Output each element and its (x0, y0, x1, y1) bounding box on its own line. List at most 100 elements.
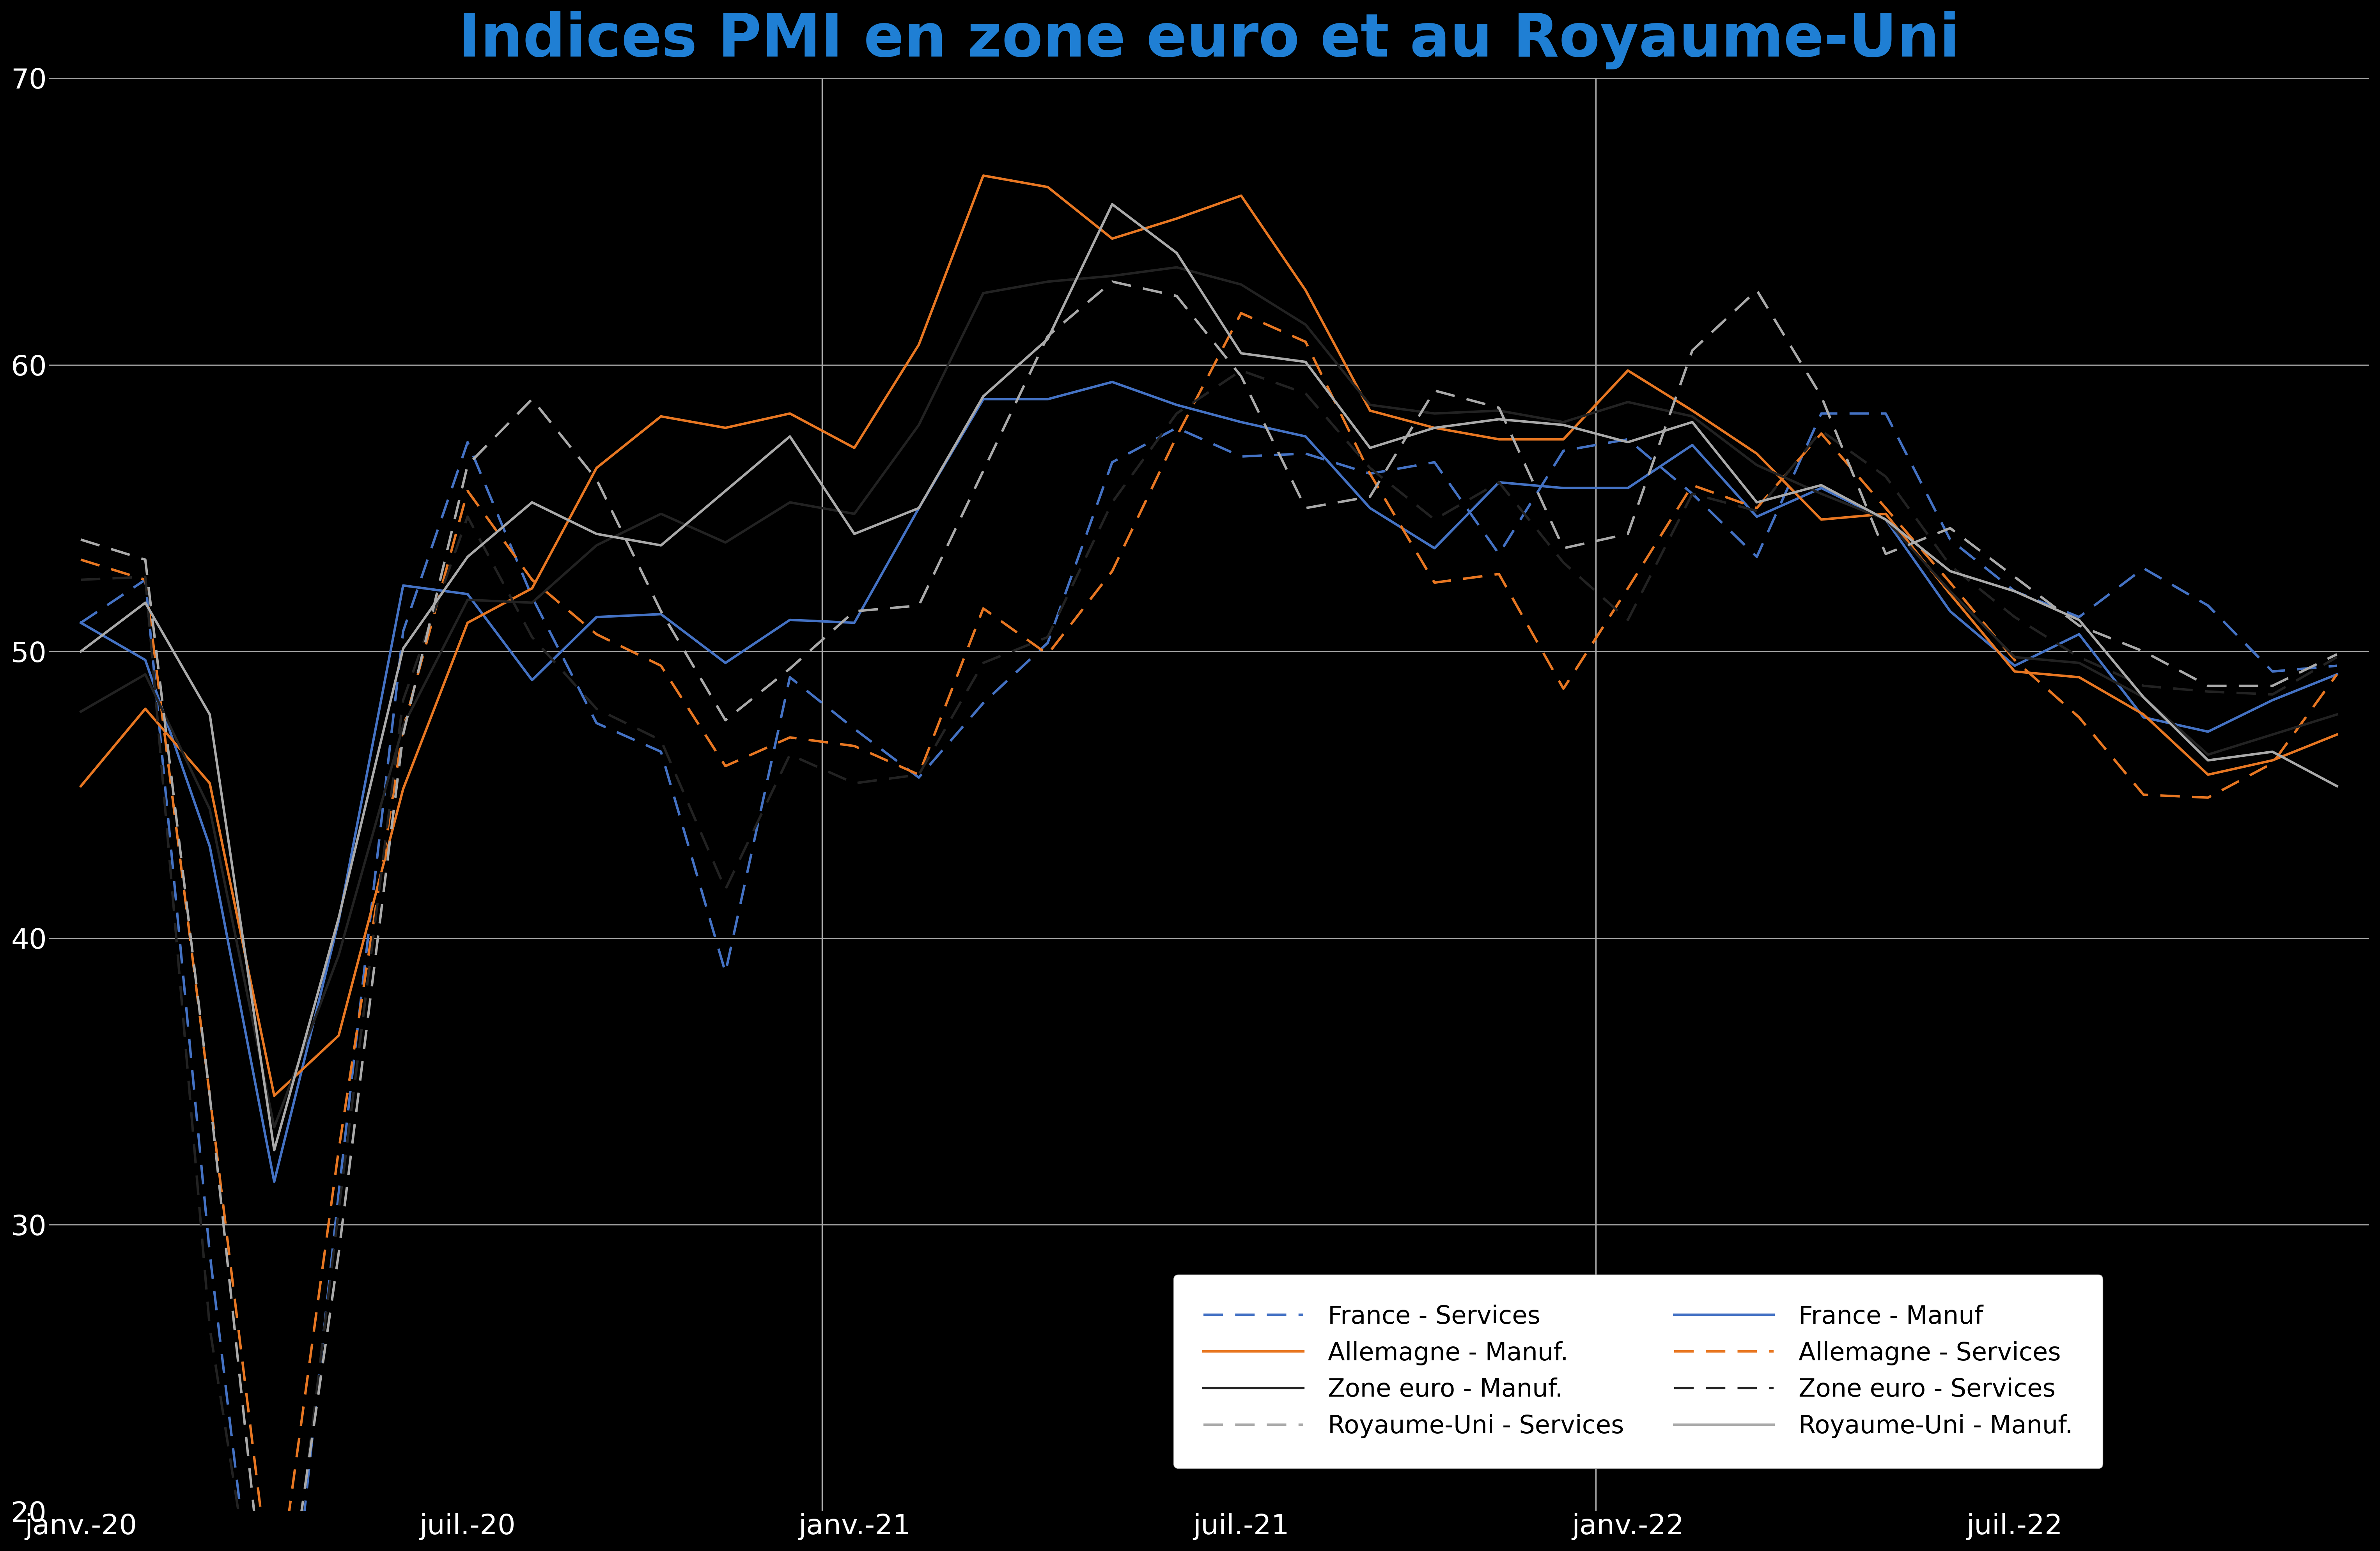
France - Services (131, 571, 159, 589)
France - Services (1033, 633, 1061, 651)
Allemagne - Manuf. (1935, 585, 1963, 603)
France - Services (2194, 596, 2223, 614)
Allemagne - Manuf. (2066, 668, 2094, 687)
Zone euro - Manuf. (1549, 413, 1578, 431)
Royaume-Uni - Services (1097, 273, 1126, 292)
Zone euro - Manuf. (1614, 392, 1642, 411)
Allemagne - Manuf. (969, 166, 997, 185)
Allemagne - Services (2259, 754, 2287, 772)
France - Manuf (519, 670, 547, 689)
France - Manuf (969, 389, 997, 408)
Zone euro - Services (1161, 405, 1190, 423)
Allemagne - Manuf. (1871, 504, 1899, 523)
Zone euro - Services (1485, 473, 1514, 492)
Zone euro - Manuf. (712, 534, 740, 552)
France - Services (2066, 608, 2094, 627)
France - Manuf (1485, 473, 1514, 492)
France - Manuf (259, 1173, 288, 1191)
Royaume-Uni - Manuf. (2066, 611, 2094, 630)
Allemagne - Manuf. (1161, 209, 1190, 228)
Allemagne - Services (2323, 665, 2351, 684)
Royaume-Uni - Manuf. (1806, 476, 1835, 495)
Royaume-Uni - Manuf. (2194, 751, 2223, 769)
France - Manuf (776, 611, 804, 630)
Allemagne - Services (324, 1142, 352, 1160)
France - Services (840, 720, 869, 738)
Royaume-Uni - Services (1678, 341, 1706, 360)
France - Services (647, 743, 676, 762)
Zone euro - Manuf. (1161, 257, 1190, 276)
France - Services (712, 963, 740, 982)
Zone euro - Services (1999, 608, 2028, 627)
France - Manuf (1292, 427, 1321, 445)
Allemagne - Services (2066, 709, 2094, 727)
Royaume-Uni - Services (131, 551, 159, 569)
Zone euro - Services (1226, 361, 1254, 380)
Allemagne - Services (1614, 579, 1642, 597)
France - Services (1871, 405, 1899, 423)
Line: Allemagne - Manuf.: Allemagne - Manuf. (81, 175, 2337, 1095)
France - Manuf (195, 838, 224, 856)
Allemagne - Manuf. (195, 774, 224, 793)
Allemagne - Manuf. (647, 406, 676, 425)
Zone euro - Services (2194, 682, 2223, 701)
Royaume-Uni - Services (519, 389, 547, 408)
France - Manuf (1357, 499, 1385, 518)
Allemagne - Manuf. (1097, 230, 1126, 248)
Royaume-Uni - Services (1935, 520, 1963, 538)
Zone euro - Manuf. (2066, 653, 2094, 672)
Allemagne - Manuf. (2194, 765, 2223, 783)
Zone euro - Services (1357, 459, 1385, 478)
Allemagne - Services (388, 720, 416, 738)
Zone euro - Manuf. (131, 665, 159, 684)
Zone euro - Services (1871, 467, 1899, 485)
Allemagne - Services (1226, 304, 1254, 323)
Zone euro - Services (324, 1200, 352, 1219)
Royaume-Uni - Services (969, 462, 997, 481)
Allemagne - Services (67, 551, 95, 569)
Zone euro - Services (1806, 422, 1835, 440)
Allemagne - Services (904, 765, 933, 783)
Royaume-Uni - Manuf. (969, 388, 997, 406)
Allemagne - Services (1357, 464, 1385, 482)
Royaume-Uni - Services (583, 470, 612, 489)
France - Manuf (1871, 510, 1899, 529)
Allemagne - Manuf. (840, 439, 869, 458)
Royaume-Uni - Manuf. (2259, 743, 2287, 762)
Royaume-Uni - Services (1421, 382, 1449, 400)
France - Manuf (2194, 723, 2223, 741)
Allemagne - Services (452, 481, 481, 499)
Royaume-Uni - Services (2194, 676, 2223, 695)
France - Services (1999, 582, 2028, 600)
France - Services (388, 622, 416, 641)
Zone euro - Services (1678, 484, 1706, 503)
Zone euro - Services (1742, 501, 1771, 520)
Royaume-Uni - Services (712, 710, 740, 729)
Royaume-Uni - Manuf. (1485, 409, 1514, 428)
Zone euro - Manuf. (1292, 315, 1321, 333)
France - Services (904, 768, 933, 786)
Royaume-Uni - Manuf. (1935, 561, 1963, 580)
Royaume-Uni - Services (67, 530, 95, 549)
France - Services (1421, 453, 1449, 472)
France - Manuf (388, 575, 416, 594)
Allemagne - Manuf. (1999, 662, 2028, 681)
France - Services (1161, 419, 1190, 437)
Allemagne - Manuf. (388, 780, 416, 799)
France - Manuf (840, 614, 869, 633)
Zone euro - Manuf. (259, 1118, 288, 1137)
Zone euro - Manuf. (1485, 402, 1514, 420)
Royaume-Uni - Manuf. (1614, 433, 1642, 451)
Allemagne - Manuf. (67, 777, 95, 796)
Royaume-Uni - Services (1161, 287, 1190, 306)
Allemagne - Manuf. (2130, 706, 2159, 724)
Allemagne - Services (519, 571, 547, 589)
France - Manuf (1806, 479, 1835, 498)
France - Services (2130, 558, 2159, 577)
Line: Zone euro - Manuf.: Zone euro - Manuf. (81, 267, 2337, 1128)
France - Services (1485, 544, 1514, 563)
Zone euro - Manuf. (452, 591, 481, 610)
Allemagne - Services (2194, 788, 2223, 807)
Allemagne - Manuf. (324, 1027, 352, 1045)
Zone euro - Manuf. (1421, 405, 1449, 423)
